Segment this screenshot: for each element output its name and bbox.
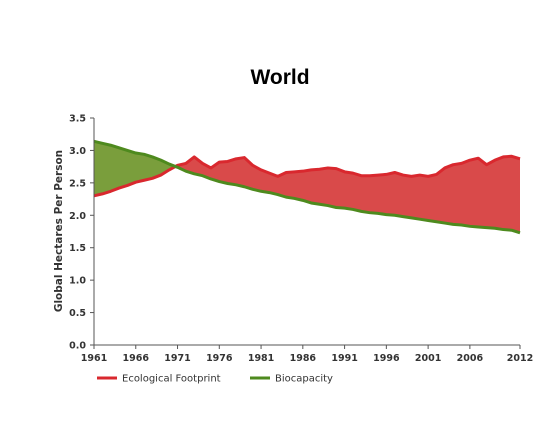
x-tick-label: 1986	[290, 353, 317, 364]
y-tick-label: 1.5	[69, 243, 86, 254]
y-tick-label: 1.0	[69, 276, 86, 287]
y-tick-label: 2.5	[69, 178, 86, 189]
y-tick-label: 0.5	[69, 308, 86, 319]
legend-label: Ecological Footprint	[122, 374, 221, 385]
y-tick-label: 3.0	[69, 146, 86, 157]
x-tick-label: 1991	[331, 353, 357, 364]
series-lines	[93, 139, 521, 235]
overshoot-area	[175, 156, 521, 233]
chart-title: World	[250, 66, 310, 89]
x-tick-label: 1976	[206, 353, 233, 364]
x-tick-label: 2006	[457, 353, 484, 364]
y-axis-label: Global Hectares Per Person	[53, 150, 65, 312]
x-tick-label: 1996	[373, 353, 400, 364]
x-tick-label: 1966	[123, 353, 150, 364]
y-ticks: 0.0 0.5 1.0 1.5 2.0 2.5 3.0 3.5	[69, 114, 94, 352]
legend-label: Biocapacity	[275, 374, 333, 385]
reserve-area	[94, 141, 176, 196]
x-tick-label: 1961	[81, 353, 107, 364]
biocapacity-line	[93, 139, 521, 235]
x-ticks: 1961 1966 1971 1976 1981 1986 1991 1996 2001 2006…	[81, 345, 533, 364]
x-tick-label: 2012	[507, 353, 533, 364]
axes	[93, 118, 520, 346]
x-tick-label: 1981	[248, 353, 274, 364]
y-tick-label: 0.0	[69, 341, 86, 352]
x-tick-label: 1971	[164, 353, 190, 364]
area-fills	[94, 141, 521, 233]
y-tick-label: 3.5	[69, 114, 86, 125]
legend: Ecological Footprint Biocapacity	[97, 374, 333, 385]
y-tick-label: 2.0	[69, 211, 86, 222]
x-tick-label: 2001	[415, 353, 441, 364]
ecological-footprint-line	[93, 154, 521, 198]
